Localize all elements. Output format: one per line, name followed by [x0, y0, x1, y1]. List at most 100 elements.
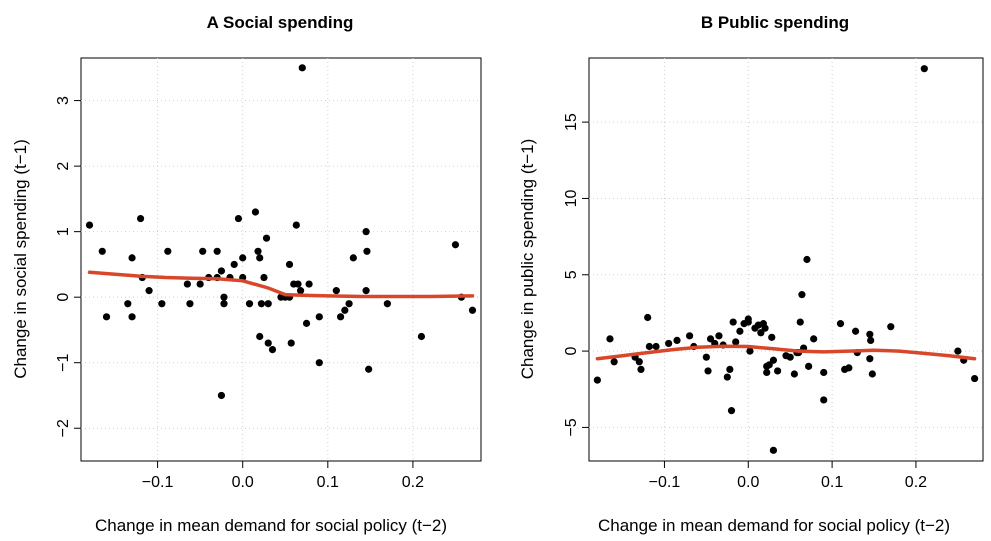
data-point [887, 323, 895, 331]
data-point [851, 327, 860, 335]
data-point [362, 287, 370, 295]
data-point [723, 373, 731, 381]
data-point [774, 367, 782, 375]
data-point [315, 313, 323, 321]
panel-a-y-label: Change in social spending (t−1) [11, 139, 30, 379]
data-point [810, 335, 818, 343]
data-point [254, 247, 262, 255]
data-point [645, 342, 653, 351]
data-point [836, 320, 845, 328]
data-point [761, 324, 769, 332]
data-point [796, 318, 804, 326]
x-tick-label: 0.2 [402, 474, 424, 491]
y-tick-label: 0 [563, 347, 580, 356]
data-point [665, 339, 673, 348]
y-tick-label: 5 [563, 270, 580, 279]
data-point [954, 347, 962, 355]
data-point [315, 359, 323, 367]
data-point [362, 228, 370, 236]
data-point [715, 332, 723, 340]
data-point [264, 300, 272, 308]
panel-b-x-label: Change in mean demand for social policy … [598, 516, 950, 535]
data-point [383, 300, 391, 308]
data-point [768, 333, 776, 341]
data-point [769, 446, 778, 454]
y-tick-label: 0 [55, 293, 72, 302]
panel-b-smooth-line [595, 344, 977, 361]
x-tick-label: −0.1 [142, 474, 174, 491]
data-point [296, 287, 305, 295]
data-point [298, 64, 306, 72]
data-point [287, 339, 295, 347]
data-point [803, 255, 811, 264]
data-point [790, 370, 798, 378]
data-point [349, 254, 357, 262]
y-tick-label: 3 [55, 96, 72, 105]
data-point [305, 280, 313, 288]
data-point [217, 391, 226, 400]
panel-b-title: B Public spending [701, 13, 849, 32]
data-point [769, 356, 778, 364]
data-point [417, 332, 426, 341]
data-point [245, 300, 254, 308]
data-point [763, 368, 771, 377]
data-point [746, 347, 754, 355]
x-tick-label: 0.2 [905, 474, 927, 491]
data-point [85, 221, 94, 229]
data-point [256, 332, 264, 341]
panel-a-plot-frame [80, 57, 482, 462]
data-point [264, 339, 272, 347]
data-point [220, 300, 228, 308]
panel-a-title: A Social spending [207, 13, 354, 32]
panel-b-y-axis: −5 0 5 10 15 [563, 113, 589, 437]
data-point [145, 287, 153, 295]
data-point [820, 368, 828, 377]
data-point [644, 313, 652, 322]
data-point [257, 300, 266, 308]
data-point [217, 267, 226, 275]
data-point [637, 365, 645, 374]
panel-a-y-axis: −2 −1 0 1 2 3 [55, 96, 81, 437]
data-point [251, 208, 260, 216]
panel-a-social-spending: A Social spending −0.1 0.0 0.1 0.2 −2 −1 0 1 2 3… [11, 13, 482, 535]
data-point [673, 336, 681, 345]
data-point [158, 300, 166, 308]
data-point [256, 254, 264, 262]
data-point [98, 247, 106, 255]
x-tick-label: 0.0 [737, 474, 759, 491]
y-tick-label: −5 [563, 418, 580, 436]
panel-a-x-axis: −0.1 0.0 0.1 0.2 [142, 461, 424, 491]
x-tick-label: 0.1 [821, 474, 843, 491]
data-point [365, 365, 373, 373]
panel-a-x-label: Change in mean demand for social policy … [95, 516, 447, 535]
data-point [635, 358, 643, 366]
data-point [164, 247, 172, 255]
data-point [652, 342, 660, 351]
data-point [220, 293, 228, 301]
data-point [136, 214, 145, 223]
x-tick-label: −0.1 [649, 474, 681, 491]
data-point [685, 332, 694, 340]
data-point [845, 364, 853, 372]
data-point [786, 353, 794, 361]
data-point [706, 335, 715, 343]
data-point [336, 313, 345, 321]
data-point [757, 329, 765, 337]
data-point [867, 336, 875, 345]
data-point [292, 221, 300, 229]
data-point [736, 327, 744, 335]
data-point [866, 355, 874, 363]
data-point [102, 313, 111, 321]
data-point [868, 370, 876, 378]
data-point [704, 367, 712, 375]
data-point [732, 338, 740, 346]
y-tick-label: −1 [55, 353, 72, 371]
data-point [128, 254, 136, 262]
data-point [920, 65, 928, 73]
x-tick-label: 0.0 [232, 474, 254, 491]
y-tick-label: 10 [563, 189, 580, 207]
data-point [262, 234, 271, 242]
data-point [128, 313, 136, 321]
data-point [729, 318, 737, 326]
